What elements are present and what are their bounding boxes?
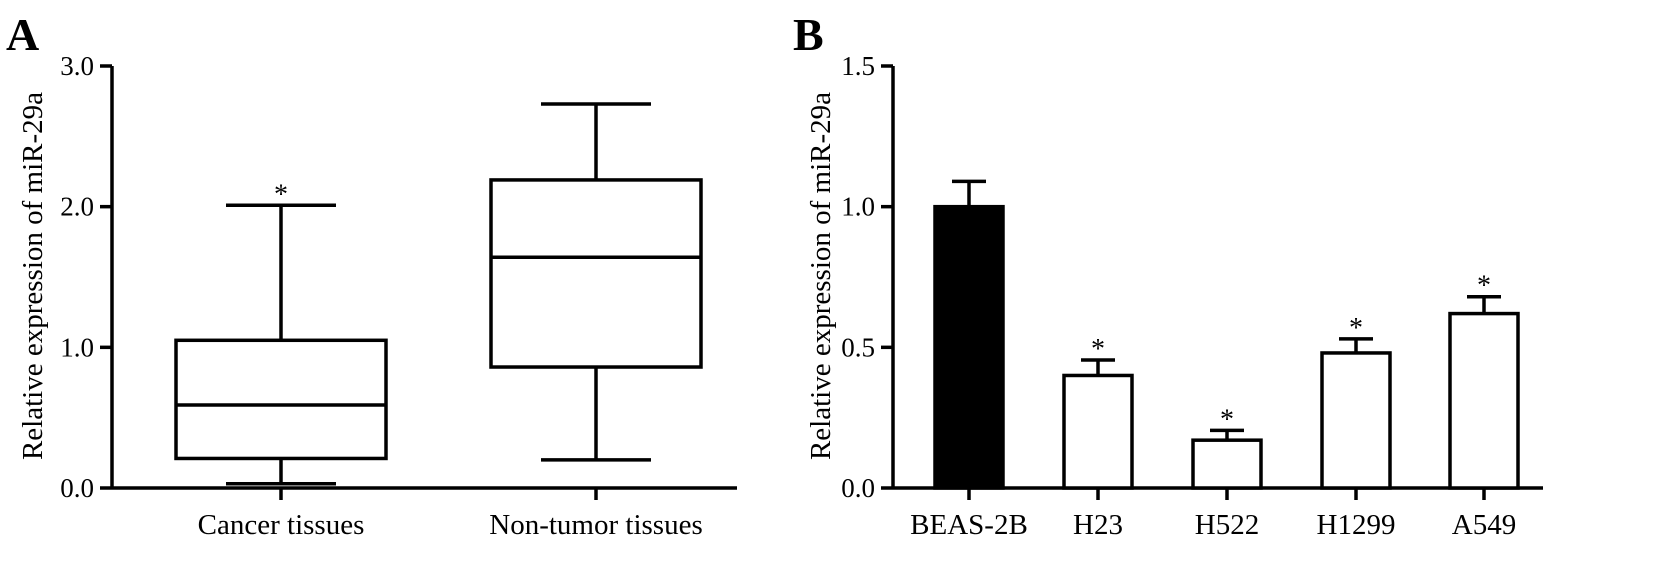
significance-marker: * [1349,313,1363,344]
panel-b-category-label: BEAS-2B [910,509,1028,541]
significance-marker: * [1091,334,1105,365]
panel-b-category-label: H522 [1195,509,1259,541]
panel-b-y-tick-label: 1.5 [841,51,875,81]
bar [1062,373,1134,490]
significance-marker: * [1477,271,1491,302]
panel-b: B Relative expression of miR-29a 0.0 0.5 1… [793,9,1543,541]
panel-b-y-tick-label: 0.0 [841,473,875,503]
panel-b-category-label: H23 [1073,509,1123,541]
box-iqr [489,178,703,369]
panel-a-category-label: Cancer tissues [198,509,365,541]
panel-a-axes: 0.0 1.0 2.0 3.0 Cancer tissues Non-tumor tiss… [60,51,737,541]
panel-a-label: A [6,9,39,60]
panel-a-y-axis-title: Relative expression of miR-29a [17,92,49,460]
bar [933,204,1005,490]
bar [1320,351,1392,490]
panel-a-y-tick-label: 3.0 [60,51,94,81]
panel-b-label: B [793,9,824,60]
panel-b-y-tick-label: 0.5 [841,332,875,362]
panel-a-category-label: Non-tumor tissues [489,509,702,541]
panel-a-y-tick-label: 1.0 [60,332,94,362]
panel-b-y-tick-label: 1.0 [841,192,875,222]
panel-b-y-axis-title: Relative expression of miR-29a [805,92,837,460]
significance-marker: * [274,179,288,210]
panel-a-boxes: * [174,102,703,486]
panel-b-category-label: H1299 [1317,509,1396,541]
panel-b-bars: * * * * [933,179,1520,490]
panel-a-y-tick-label: 2.0 [60,192,94,222]
significance-marker: * [1220,404,1234,435]
box-iqr [174,338,388,461]
panel-b-category-label: A549 [1452,509,1516,541]
bar [1448,311,1520,490]
panel-a: A Relative expression of miR-29a 0.0 1.0 2… [6,9,737,541]
bar [1191,438,1263,490]
panel-a-y-tick-label: 0.0 [60,473,94,503]
